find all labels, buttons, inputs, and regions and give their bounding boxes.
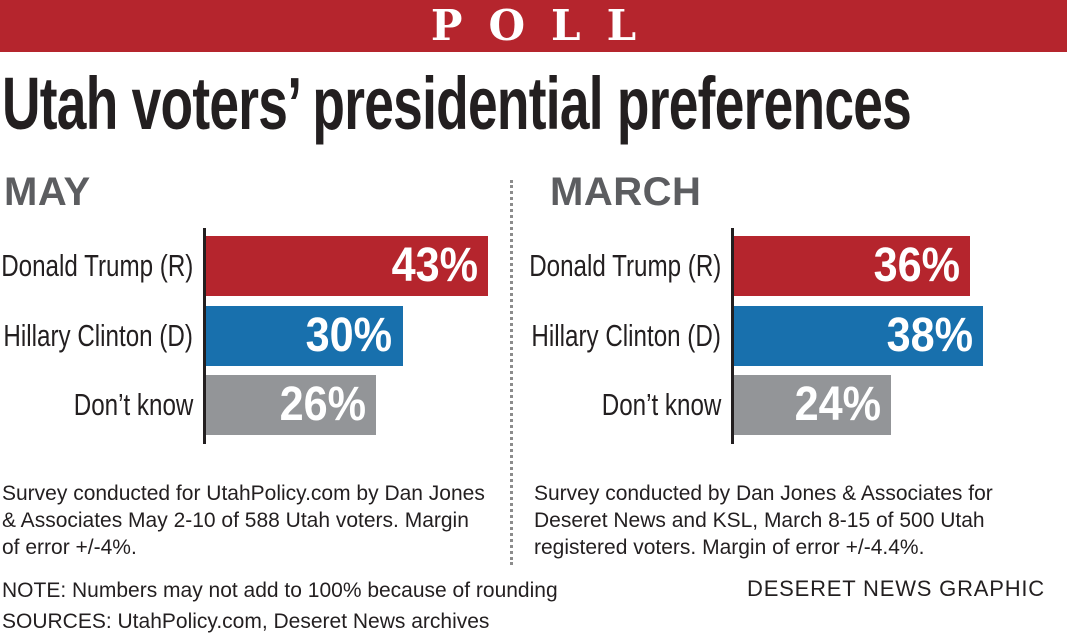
rounding-note: NOTE: Numbers may not add to 100% becaus… <box>2 579 558 602</box>
march-axis <box>731 228 734 444</box>
may-category-label: Hillary Clinton (D) <box>3 317 193 353</box>
march-bar-value: 38% <box>886 308 973 362</box>
may-survey-note: Survey conducted for UtahPolicy.com by D… <box>2 482 485 559</box>
march-bar-trump: 36% <box>734 236 970 296</box>
may-category-label: Don’t know <box>73 387 193 422</box>
may-bar-value: 43% <box>391 239 478 292</box>
page-title: Utah voters’ presidential preferences <box>2 62 912 145</box>
may-bar-dont_know: 26% <box>206 375 377 435</box>
graphic-credit: DESERET NEWS GRAPHIC <box>747 576 1045 601</box>
panel-divider <box>510 180 513 565</box>
march-category-label: Donald Trump (R) <box>528 248 721 283</box>
march-bar-value: 24% <box>794 378 882 431</box>
march-survey-note: Survey conducted by Dan Jones & Associat… <box>534 482 993 559</box>
march-heading: MARCH <box>550 170 702 214</box>
poll-banner: POLL <box>0 0 1067 52</box>
sources-note: SOURCES: UtahPolicy.com, Deseret News ar… <box>2 610 490 633</box>
may-axis <box>203 228 206 444</box>
may-bar-value: 26% <box>279 378 367 431</box>
banner-text: POLL <box>430 1 663 50</box>
may-bar-value: 30% <box>306 308 393 362</box>
march-bar-dont_know: 24% <box>734 375 892 435</box>
march-category-label: Hillary Clinton (D) <box>531 317 721 353</box>
march-bar-value: 36% <box>873 239 960 292</box>
march-category-label: Don’t know <box>601 387 721 422</box>
may-bar-trump: 43% <box>206 236 488 296</box>
may-bar-clinton: 30% <box>206 305 403 366</box>
may-category-label: Donald Trump (R) <box>0 248 193 283</box>
may-heading: MAY <box>4 170 91 214</box>
march-bar-clinton: 38% <box>734 305 983 366</box>
